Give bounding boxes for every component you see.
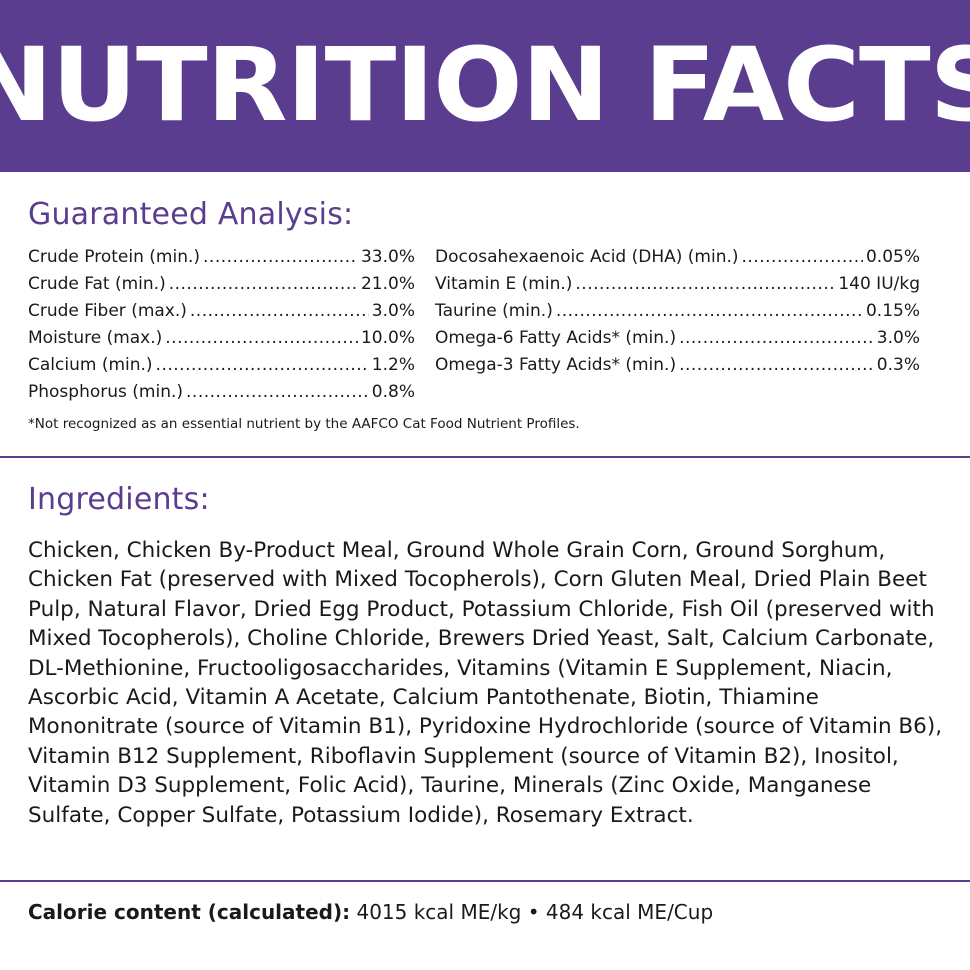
analysis-row: Docosahexaenoic Acid (DHA) (min.) 0.05% (435, 244, 920, 271)
analysis-row: Crude Protein (min.) 33.0% (28, 244, 415, 271)
page-title: NUTRITION FACTS (0, 26, 970, 145)
dot-leader (742, 244, 863, 271)
nutrient-name: Phosphorus (min.) (28, 382, 184, 402)
nutrient-value: 21.0% (360, 274, 415, 294)
nutrient-name: Omega-3 Fatty Acids* (min.) (435, 355, 677, 375)
nutrient-value: 10.0% (360, 328, 415, 348)
dot-leader (575, 271, 835, 298)
nutrient-value: 33.0% (360, 247, 415, 267)
dot-leader (556, 298, 863, 325)
nutrient-value: 0.05% (865, 247, 920, 267)
nutrient-value: 140 IU/kg (838, 274, 920, 294)
analysis-row: Crude Fiber (max.) 3.0% (28, 298, 415, 325)
analysis-left-column: Crude Protein (min.) 33.0% Crude Fat (mi… (28, 244, 415, 406)
nutrient-name: Calcium (min.) (28, 355, 153, 375)
ingredients-title: Ingredients: (28, 482, 210, 517)
dot-leader (679, 325, 874, 352)
analysis-row: Omega-6 Fatty Acids* (min.) 3.0% (435, 325, 920, 352)
nutrient-name: Crude Fat (min.) (28, 274, 166, 294)
nutrient-name: Crude Fiber (max.) (28, 301, 187, 321)
ingredients-list: Chicken, Chicken By-Product Meal, Ground… (28, 538, 943, 828)
dot-leader (169, 271, 358, 298)
dot-leader (190, 298, 369, 325)
calorie-value: 4015 kcal ME/kg • 484 kcal ME/Cup (356, 900, 714, 924)
analysis-row: Calcium (min.) 1.2% (28, 352, 415, 379)
analysis-row: Moisture (max.) 10.0% (28, 325, 415, 352)
nutrient-value: 3.0% (371, 301, 415, 321)
section-divider (0, 456, 970, 458)
nutrient-name: Vitamin E (min.) (435, 274, 573, 294)
section-divider (0, 880, 970, 882)
nutrient-value: 1.2% (371, 355, 415, 375)
nutrient-value: 0.3% (876, 355, 920, 375)
nutrient-name: Docosahexaenoic Acid (DHA) (min.) (435, 247, 739, 267)
nutrient-name: Omega-6 Fatty Acids* (min.) (435, 328, 677, 348)
dot-leader (203, 244, 358, 271)
nutrient-name: Taurine (min.) (435, 301, 553, 321)
dot-leader (186, 379, 369, 406)
nutrient-value: 3.0% (876, 328, 920, 348)
analysis-row: Taurine (min.) 0.15% (435, 298, 920, 325)
analysis-row: Phosphorus (min.) 0.8% (28, 379, 415, 406)
guaranteed-analysis-title: Guaranteed Analysis: (28, 197, 354, 232)
analysis-row: Omega-3 Fatty Acids* (min.) 0.3% (435, 352, 920, 379)
dot-leader (679, 352, 874, 379)
nutrient-value: 0.8% (371, 382, 415, 402)
calorie-label: Calorie content (calculated): (28, 900, 351, 924)
nutrient-value: 0.15% (865, 301, 920, 321)
analysis-footnote: *Not recognized as an essential nutrient… (28, 416, 580, 432)
nutrient-name: Moisture (max.) (28, 328, 163, 348)
nutrient-name: Crude Protein (min.) (28, 247, 201, 267)
analysis-row: Crude Fat (min.) 21.0% (28, 271, 415, 298)
header-banner: NUTRITION FACTS (0, 0, 970, 172)
analysis-row: Vitamin E (min.) 140 IU/kg (435, 271, 920, 298)
analysis-right-column: Docosahexaenoic Acid (DHA) (min.) 0.05% … (435, 244, 920, 379)
dot-leader (165, 325, 358, 352)
calorie-content: Calorie content (calculated): 4015 kcal … (28, 900, 713, 924)
dot-leader (156, 352, 369, 379)
